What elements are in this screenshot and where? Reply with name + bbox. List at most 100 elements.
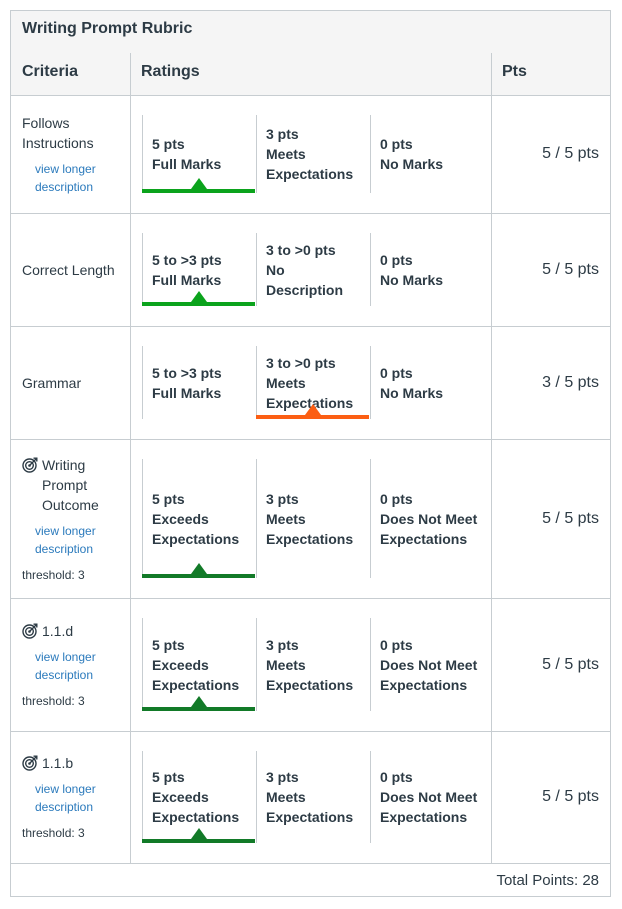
rating-description: Meets Expectations — [266, 656, 354, 693]
rating-divider — [142, 751, 143, 843]
criterion-row: Follows Instructions view longer descript… — [11, 95, 610, 214]
view-longer-description-link[interactable]: view longer description — [35, 523, 96, 556]
rating-description: No Description — [266, 261, 344, 298]
rating-text: 0 pts Does Not Meet Expectations — [380, 459, 479, 578]
rubric-header-row: Criteria Ratings Pts — [11, 53, 610, 96]
rating-divider — [256, 233, 257, 306]
rating-divider — [142, 233, 143, 306]
rating-points: 0 pts — [380, 251, 413, 268]
rating-option[interactable]: 5 to >3 pts Full Marks — [142, 346, 255, 419]
rating-option[interactable]: 0 pts No Marks — [370, 346, 483, 419]
column-divider — [130, 95, 131, 213]
rubric-title: Writing Prompt Rubric — [22, 20, 193, 37]
column-divider — [130, 213, 131, 326]
rating-option[interactable]: 3 pts Meets Expectations — [256, 459, 369, 578]
threshold-label: threshold: 3 — [22, 567, 85, 582]
rating-description: Meets Expectations — [266, 374, 354, 411]
criterion-row: 1.1.d view longer description threshold: 3… — [11, 598, 610, 732]
column-divider — [491, 439, 492, 598]
criterion-title: 1.1.d — [22, 621, 122, 641]
rating-text: 5 pts Exceeds Expectations — [152, 459, 251, 578]
selected-rating-marker-icon — [190, 178, 207, 189]
rating-description: Does Not Meet Expectations — [380, 510, 478, 547]
rating-option[interactable]: 5 pts Exceeds Expectations — [142, 751, 255, 843]
view-longer-description-link[interactable]: view longer description — [35, 161, 96, 194]
criterion-name: Grammar — [22, 374, 82, 391]
rating-option[interactable]: 3 pts Meets Expectations — [256, 115, 369, 193]
selected-rating-marker-icon — [190, 563, 207, 574]
selected-rating-bar — [142, 707, 255, 711]
rating-description: Meets Expectations — [266, 146, 354, 182]
column-divider — [130, 326, 131, 439]
rating-option[interactable]: 3 to >0 pts No Description — [256, 233, 369, 306]
rating-option[interactable]: 0 pts Does Not Meet Expectations — [370, 459, 483, 578]
rating-text: 3 pts Meets Expectations — [266, 115, 365, 193]
ratings-cell: 5 pts Exceeds Expectations 3 pts Meets Expe… — [141, 731, 481, 863]
rating-text: 5 to >3 pts Full Marks — [152, 233, 251, 306]
rating-option[interactable]: 5 to >3 pts Full Marks — [142, 233, 255, 306]
criterion-title: Writing Prompt Outcome — [22, 455, 122, 515]
criterion-row: Grammar 5 to >3 pts Full Marks 3 to >0 pts M… — [11, 326, 610, 440]
criterion-cell: Writing Prompt Outcome view longer descri… — [22, 439, 122, 598]
ratings-cell: 5 to >3 pts Full Marks 3 to >0 pts Meets Ex… — [141, 326, 481, 439]
rating-text: 0 pts Does Not Meet Expectations — [380, 618, 479, 711]
criterion-row: Correct Length 5 to >3 pts Full Marks 3 to … — [11, 213, 610, 327]
view-longer-description-link[interactable]: view longer description — [35, 782, 96, 814]
rating-description: No Marks — [380, 271, 444, 288]
column-divider — [491, 326, 492, 439]
rating-description: Full Marks — [152, 271, 222, 288]
rating-option[interactable]: 0 pts Does Not Meet Expectations — [370, 618, 483, 711]
rating-option[interactable]: 0 pts No Marks — [370, 115, 483, 193]
rating-description: Exceeds Expectations — [152, 656, 240, 693]
rating-divider — [370, 751, 371, 843]
rating-option[interactable]: 0 pts No Marks — [370, 233, 483, 306]
rating-text: 0 pts Does Not Meet Expectations — [380, 751, 479, 843]
view-longer-description-link[interactable]: view longer description — [35, 649, 96, 682]
pts-header: Pts — [502, 63, 527, 80]
selected-rating-bar — [142, 574, 255, 578]
rating-text: 0 pts No Marks — [380, 233, 479, 306]
column-divider — [491, 731, 492, 863]
selected-rating-marker-icon — [304, 404, 321, 415]
rating-option[interactable]: 3 pts Meets Expectations — [256, 751, 369, 843]
column-divider — [491, 53, 492, 95]
outcome-target-icon — [22, 623, 38, 639]
column-divider — [491, 213, 492, 326]
rating-divider — [256, 751, 257, 843]
points-value: 5 / 5 pts — [542, 509, 599, 527]
rating-text: 5 pts Full Marks — [152, 115, 251, 193]
selected-rating-bar — [142, 302, 255, 306]
criteria-header: Criteria — [22, 63, 79, 80]
rating-option[interactable]: 3 pts Meets Expectations — [256, 618, 369, 711]
rating-text: 3 to >0 pts Meets Expectations — [266, 346, 365, 419]
rating-option[interactable]: 5 pts Full Marks — [142, 115, 255, 193]
rubric-title-bar: Writing Prompt Rubric — [11, 11, 610, 54]
rating-points: 0 pts — [380, 769, 413, 785]
rating-points: 3 to >0 pts — [266, 354, 336, 371]
criterion-row: 1.1.b view longer description threshold: 3… — [11, 731, 610, 864]
rating-divider — [370, 346, 371, 419]
rating-divider — [142, 115, 143, 193]
rating-points: 5 pts — [152, 769, 185, 785]
rating-points: 3 pts — [266, 636, 299, 653]
rating-divider — [142, 459, 143, 578]
column-divider — [491, 598, 492, 731]
rating-option[interactable]: 0 pts Does Not Meet Expectations — [370, 751, 483, 843]
rating-option[interactable]: 5 pts Exceeds Expectations — [142, 459, 255, 578]
rubric-table: Writing Prompt Rubric Criteria Ratings P… — [10, 10, 611, 897]
rating-option[interactable]: 5 pts Exceeds Expectations — [142, 618, 255, 711]
rating-option[interactable]: 3 to >0 pts Meets Expectations — [256, 346, 369, 419]
rating-divider — [370, 459, 371, 578]
rating-points: 5 pts — [152, 136, 185, 152]
total-points: Total Points: 28 — [496, 872, 599, 889]
rating-description: Exceeds Expectations — [152, 789, 240, 825]
criterion-title: Follows Instructions — [22, 113, 122, 153]
rating-description: Meets Expectations — [266, 510, 354, 547]
rating-divider — [142, 346, 143, 419]
outcome-target-icon — [22, 755, 38, 771]
rating-points: 5 to >3 pts — [152, 364, 222, 381]
rating-divider — [256, 115, 257, 193]
column-divider — [491, 95, 492, 213]
rating-text: 3 pts Meets Expectations — [266, 751, 365, 843]
rating-text: 5 to >3 pts Full Marks — [152, 346, 251, 419]
